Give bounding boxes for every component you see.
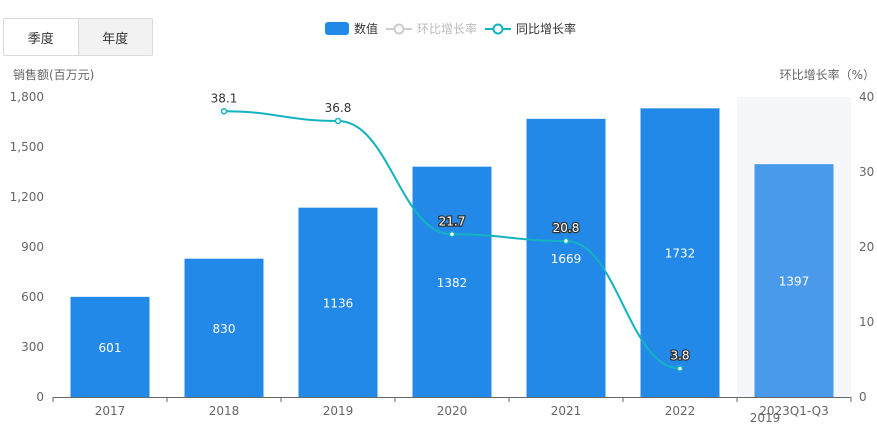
y-axis-right-title: 环比增长率（%）: [780, 67, 875, 82]
x-tick-label: 2022: [665, 404, 696, 418]
y-tick-label: 300: [21, 340, 44, 354]
period-toggle: 季度 年度: [3, 18, 153, 56]
legend-label-mom: 环比增长率: [417, 22, 478, 36]
bar: [412, 166, 492, 397]
bar-value-label: 1732: [665, 247, 696, 261]
legend-label-yoy: 同比增长率: [516, 22, 577, 36]
yoy-point-label: 21.7: [439, 214, 466, 228]
bar: [184, 258, 264, 397]
yoy-line: [223, 110, 681, 370]
x-tick-label: 2018: [209, 404, 240, 418]
bar-value-label: 1136: [323, 296, 354, 310]
y-right-tick-label: 10: [859, 315, 874, 329]
bar: [640, 108, 720, 397]
yoy-point: [448, 231, 456, 238]
bar-value-label: 1382: [437, 276, 468, 290]
legend-bar-swatch: [325, 22, 349, 35]
legend-item-value[interactable]: 数值: [325, 20, 378, 37]
y-tick-label: 600: [21, 290, 44, 304]
y-axis-title: 销售额(百万元): [13, 67, 94, 82]
chart-legend: 数值 环比增长率 同比增长率: [325, 20, 584, 37]
yoy-point-label: 38.1: [211, 91, 238, 105]
yoy-point-label: 20.8: [553, 221, 580, 235]
y-right-tick-label: 0: [859, 390, 867, 404]
legend-item-mom[interactable]: 环比增长率: [386, 20, 477, 37]
bar: [526, 118, 606, 397]
x-tick-label: 2023Q1-Q3: [759, 404, 828, 418]
yoy-point: [562, 237, 570, 245]
hover-band: [737, 97, 851, 397]
x-tick-label: 2017: [95, 404, 126, 418]
y-tick-label: 1,500: [10, 140, 44, 154]
y-right-tick-label: 30: [859, 165, 874, 179]
bar-value-label: 1397: [779, 275, 810, 289]
bar: [70, 296, 150, 397]
yoy-point-label: 3.8: [670, 349, 689, 363]
tab-yearly[interactable]: 年度: [77, 19, 152, 55]
bar-value-label: 601: [99, 341, 122, 355]
y-right-tick-label: 20: [859, 240, 874, 254]
tab-quarterly[interactable]: 季度: [27, 31, 54, 47]
bar: [298, 207, 378, 397]
tooltip-label: 2019: [750, 411, 781, 425]
legend-label-value: 数值: [354, 22, 379, 36]
legend-item-yoy[interactable]: 同比增长率: [485, 20, 576, 37]
bar-value-label: 1669: [551, 252, 582, 266]
bar-value-label: 830: [213, 322, 236, 336]
y-tick-label: 1,200: [10, 190, 44, 204]
x-tick-label: 2020: [437, 404, 468, 418]
y-tick-label: 1,800: [10, 90, 44, 104]
yoy-point: [220, 108, 228, 115]
legend-line-swatch-mom: [386, 23, 413, 34]
yoy-point-label: 36.8: [325, 101, 352, 115]
x-tick-label: 2019: [323, 404, 354, 418]
bar: [754, 164, 834, 397]
legend-line-swatch-yoy: [485, 23, 512, 34]
yoy-point: [334, 117, 342, 125]
yoy-point: [676, 365, 684, 372]
x-tick-label: 2021: [551, 404, 582, 418]
y-right-tick-label: 40: [859, 90, 874, 104]
y-tick-label: 900: [21, 240, 44, 254]
y-tick-label: 0: [36, 390, 44, 404]
